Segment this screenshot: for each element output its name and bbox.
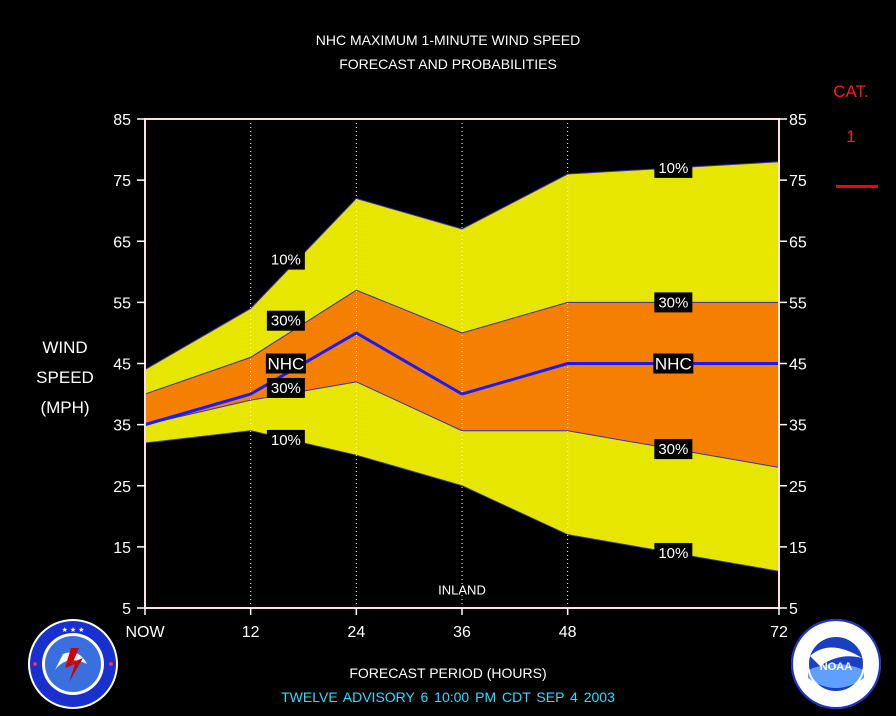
category-marker-line — [836, 185, 878, 188]
band-label-8: 30% — [658, 441, 688, 458]
band-label-box-4 — [266, 429, 305, 450]
inner-probability-band — [145, 290, 779, 468]
y-tick-label-left-45: 45 — [113, 357, 131, 374]
y-axis-label-line2: SPEED — [36, 368, 94, 387]
nhc-forecast-line — [144, 331, 779, 427]
band-label-box-3 — [266, 377, 305, 398]
svg-text:★ ★ ★: ★ ★ ★ — [62, 626, 85, 634]
band-label-5: 10% — [658, 160, 688, 177]
y-tick-label-left-25: 25 — [113, 479, 131, 496]
x-tick-label-48: 48 — [559, 624, 577, 641]
band-edge-line-4 — [144, 430, 780, 572]
y-tick-label-left-55: 55 — [113, 295, 131, 312]
y-axis-label-line3: (MPH) — [40, 398, 90, 417]
x-tick-label-36: 36 — [453, 624, 471, 641]
band-edge-line-0 — [144, 161, 780, 371]
band-edge-line-3 — [144, 381, 780, 468]
y-tick-label-right-45: 45 — [789, 357, 807, 374]
y-tick-label-right-65: 65 — [789, 234, 807, 251]
category-value: 1 — [846, 127, 856, 146]
band-label-box-8 — [654, 439, 693, 460]
y-tick-label-left-35: 35 — [113, 418, 131, 435]
y-axis-label-line1: WIND — [42, 338, 88, 357]
band-label-box-1 — [266, 310, 305, 331]
y-tick-label-right-75: 75 — [789, 173, 807, 190]
band-label-box-6 — [654, 292, 693, 313]
nws-seal-icon: ★ ★ ★ — [28, 619, 118, 709]
x-tick-label-72: 72 — [770, 624, 788, 641]
category-label: CAT. — [833, 82, 869, 101]
y-tick-label-left-5: 5 — [122, 601, 131, 618]
band-label-box-2 — [265, 353, 306, 374]
chart-title-line1: NHC MAXIMUM 1-MINUTE WIND SPEED — [315, 32, 581, 48]
band-label-3: 30% — [271, 380, 301, 397]
chart-title-line2: FORECAST AND PROBABILITIES — [339, 56, 557, 72]
x-tick-label-24: 24 — [347, 624, 365, 641]
svg-text:NOAA: NOAA — [820, 661, 852, 673]
y-tick-label-right-35: 35 — [789, 418, 807, 435]
x-tick-label-12: 12 — [242, 624, 260, 641]
y-tick-label-left-75: 75 — [113, 173, 131, 190]
band-label-4: 10% — [271, 432, 301, 449]
band-label-2: NHC — [267, 355, 304, 374]
noaa-seal-icon: NOAA — [791, 619, 881, 709]
band-label-1: 30% — [271, 313, 301, 330]
band-edge-line-1 — [144, 289, 779, 395]
y-tick-label-left-85: 85 — [113, 112, 131, 129]
y-tick-label-left-65: 65 — [113, 234, 131, 251]
x-tick-label-0: NOW — [125, 624, 165, 641]
y-tick-label-right-55: 55 — [789, 295, 807, 312]
band-label-box-7 — [653, 353, 694, 374]
band-label-box-5 — [654, 157, 693, 178]
band-label-7: NHC — [655, 355, 692, 374]
y-tick-label-right-85: 85 — [789, 112, 807, 129]
y-tick-label-right-5: 5 — [789, 601, 798, 618]
y-tick-label-right-25: 25 — [789, 479, 807, 496]
y-tick-label-left-15: 15 — [113, 540, 131, 557]
band-label-9: 10% — [658, 545, 688, 562]
y-tick-label-right-15: 15 — [789, 540, 807, 557]
annotation-0: INLAND — [438, 583, 486, 598]
advisory-footer: TWELVE ADVISORY 6 10:00 PM CDT SEP 4 200… — [281, 689, 615, 705]
x-axis-title: FORECAST PERIOD (HOURS) — [349, 665, 547, 681]
band-label-box-0 — [266, 249, 305, 270]
band-label-0: 10% — [271, 252, 301, 269]
band-label-6: 30% — [658, 294, 688, 311]
band-label-box-9 — [654, 542, 693, 563]
